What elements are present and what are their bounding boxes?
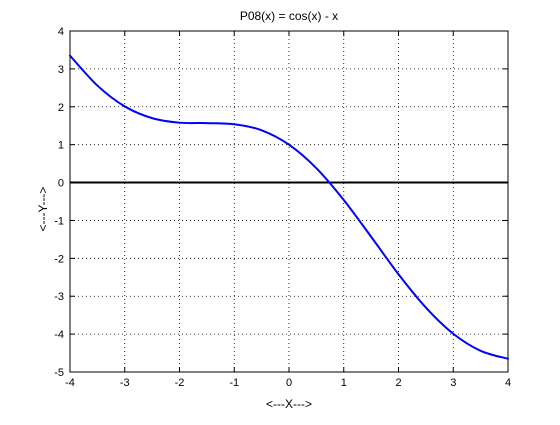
y-axis-label: <---Y---> — [36, 187, 50, 232]
x-tick-label: -3 — [120, 377, 130, 389]
y-tick-label: -1 — [54, 215, 64, 227]
x-tick-label: -2 — [175, 377, 185, 389]
y-tick-label: 1 — [58, 140, 64, 152]
y-tick-label: 4 — [58, 26, 64, 38]
x-tick-label: -4 — [65, 377, 75, 389]
y-tick-label: 3 — [58, 64, 64, 76]
x-tick-label: 2 — [395, 377, 401, 389]
x-tick-label: 0 — [286, 377, 292, 389]
x-tick-label: 1 — [341, 377, 347, 389]
y-tick-label: 0 — [58, 178, 64, 190]
function-line — [69, 54, 509, 360]
x-tick-label: 4 — [505, 377, 511, 389]
y-tick-label: -5 — [54, 367, 64, 379]
y-tick-label: 2 — [58, 102, 64, 114]
y-tick-label: -4 — [54, 329, 64, 341]
y-tick-label: -2 — [54, 253, 64, 265]
chart-title: P08(x) = cos(x) - x — [240, 9, 338, 23]
x-axis-label: <---X---> — [266, 397, 312, 411]
y-tick-label: -3 — [54, 291, 64, 303]
x-tick-label: -1 — [229, 377, 239, 389]
x-tick-label: 3 — [450, 377, 456, 389]
plot-background — [70, 31, 508, 372]
